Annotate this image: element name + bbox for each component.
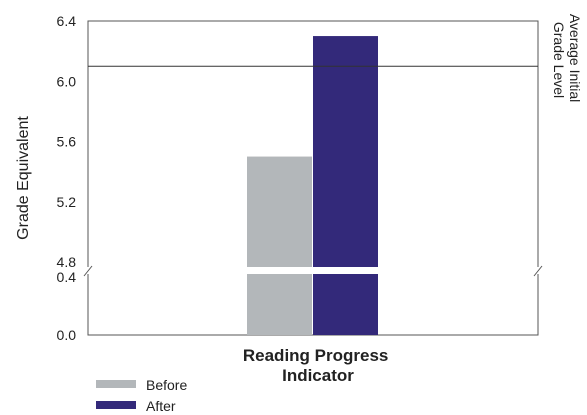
legend-swatch-before xyxy=(96,380,136,388)
axis-break xyxy=(82,265,544,277)
axis-break-gap xyxy=(82,267,544,274)
axis-break-mark-left xyxy=(83,265,93,277)
legend-label-after: After xyxy=(146,398,176,414)
x-category-label-line-1: Reading Progress xyxy=(243,346,389,365)
y-axis-title: Grade Equivalent xyxy=(15,116,32,240)
legend: Before After xyxy=(96,377,187,414)
legend-swatch-after xyxy=(96,401,136,409)
y-tick-label: 6.4 xyxy=(57,13,77,29)
reference-line-label-line-1: Average Initial xyxy=(567,14,583,102)
y-tick-label: 0.4 xyxy=(57,269,77,285)
bar-after xyxy=(313,36,378,335)
y-tick-labels: 4.8 5.2 5.6 6.0 6.4 0.0 0.4 xyxy=(57,13,77,343)
x-category-label-line-2: Indicator xyxy=(282,366,354,385)
y-tick-label: 4.8 xyxy=(57,254,77,270)
y-tick-label: 5.6 xyxy=(57,134,77,150)
y-tick-label: 6.0 xyxy=(57,73,77,89)
x-category-label: Reading Progress Indicator xyxy=(243,346,393,385)
reference-line-label: Average Initial Grade Level xyxy=(551,14,583,106)
reference-line-label-line-2: Grade Level xyxy=(551,22,567,98)
axis-break-mark-right xyxy=(533,265,543,277)
legend-label-before: Before xyxy=(146,377,187,393)
y-tick-label: 0.0 xyxy=(57,327,77,343)
y-tick-label: 5.2 xyxy=(57,194,77,210)
bars-group xyxy=(247,36,378,335)
bar-before xyxy=(247,156,312,335)
